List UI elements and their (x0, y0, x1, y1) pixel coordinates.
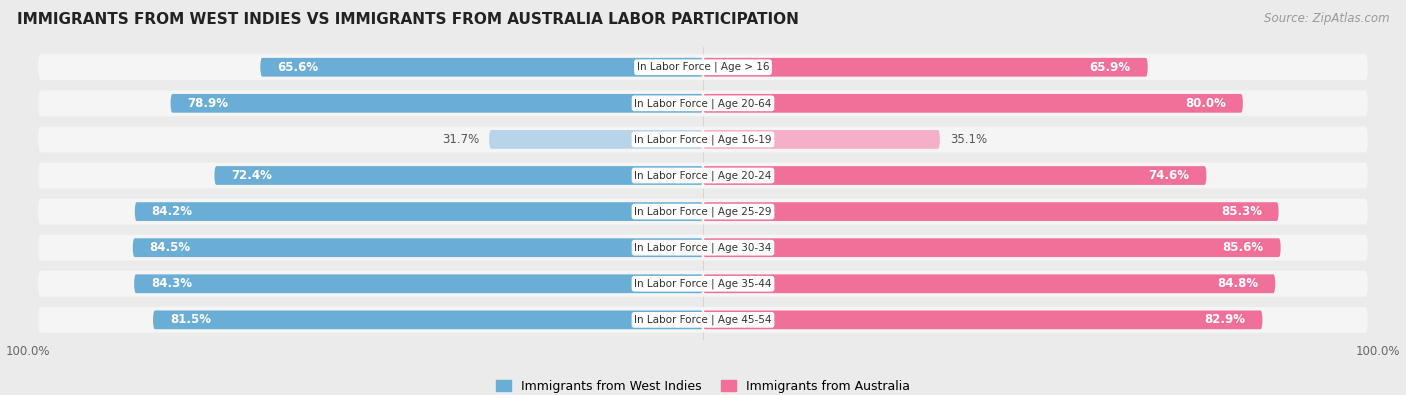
Text: 65.9%: 65.9% (1090, 61, 1130, 74)
Text: 35.1%: 35.1% (950, 133, 987, 146)
Text: 72.4%: 72.4% (231, 169, 273, 182)
FancyBboxPatch shape (38, 54, 1368, 80)
FancyBboxPatch shape (703, 275, 1275, 293)
Text: In Labor Force | Age 20-64: In Labor Force | Age 20-64 (634, 98, 772, 109)
Text: 85.6%: 85.6% (1223, 241, 1264, 254)
FancyBboxPatch shape (214, 166, 703, 185)
Text: In Labor Force | Age 45-54: In Labor Force | Age 45-54 (634, 314, 772, 325)
Text: In Labor Force | Age 25-29: In Labor Force | Age 25-29 (634, 206, 772, 217)
Text: In Labor Force | Age 35-44: In Labor Force | Age 35-44 (634, 278, 772, 289)
FancyBboxPatch shape (38, 126, 1368, 152)
Text: 78.9%: 78.9% (187, 97, 228, 110)
Text: 65.6%: 65.6% (277, 61, 318, 74)
Text: 85.3%: 85.3% (1220, 205, 1261, 218)
Text: In Labor Force | Age 20-24: In Labor Force | Age 20-24 (634, 170, 772, 181)
FancyBboxPatch shape (38, 307, 1368, 333)
Text: 81.5%: 81.5% (170, 313, 211, 326)
Text: In Labor Force | Age 30-34: In Labor Force | Age 30-34 (634, 243, 772, 253)
Text: 80.0%: 80.0% (1185, 97, 1226, 110)
FancyBboxPatch shape (703, 166, 1206, 185)
FancyBboxPatch shape (489, 130, 703, 149)
Legend: Immigrants from West Indies, Immigrants from Australia: Immigrants from West Indies, Immigrants … (491, 375, 915, 395)
FancyBboxPatch shape (135, 202, 703, 221)
Text: 74.6%: 74.6% (1149, 169, 1189, 182)
Text: 84.5%: 84.5% (149, 241, 191, 254)
Text: 31.7%: 31.7% (441, 133, 479, 146)
FancyBboxPatch shape (170, 94, 703, 113)
Text: IMMIGRANTS FROM WEST INDIES VS IMMIGRANTS FROM AUSTRALIA LABOR PARTICIPATION: IMMIGRANTS FROM WEST INDIES VS IMMIGRANT… (17, 12, 799, 27)
FancyBboxPatch shape (38, 199, 1368, 225)
Text: 84.8%: 84.8% (1218, 277, 1258, 290)
Text: 82.9%: 82.9% (1205, 313, 1246, 326)
FancyBboxPatch shape (703, 58, 1147, 77)
Text: In Labor Force | Age > 16: In Labor Force | Age > 16 (637, 62, 769, 73)
FancyBboxPatch shape (38, 90, 1368, 116)
FancyBboxPatch shape (703, 310, 1263, 329)
FancyBboxPatch shape (703, 130, 939, 149)
FancyBboxPatch shape (38, 162, 1368, 188)
FancyBboxPatch shape (134, 275, 703, 293)
FancyBboxPatch shape (703, 238, 1281, 257)
Text: 84.2%: 84.2% (152, 205, 193, 218)
FancyBboxPatch shape (38, 271, 1368, 297)
FancyBboxPatch shape (38, 235, 1368, 261)
FancyBboxPatch shape (260, 58, 703, 77)
FancyBboxPatch shape (132, 238, 703, 257)
FancyBboxPatch shape (703, 202, 1278, 221)
FancyBboxPatch shape (153, 310, 703, 329)
Text: In Labor Force | Age 16-19: In Labor Force | Age 16-19 (634, 134, 772, 145)
Text: Source: ZipAtlas.com: Source: ZipAtlas.com (1264, 12, 1389, 25)
Text: 84.3%: 84.3% (150, 277, 193, 290)
FancyBboxPatch shape (703, 94, 1243, 113)
